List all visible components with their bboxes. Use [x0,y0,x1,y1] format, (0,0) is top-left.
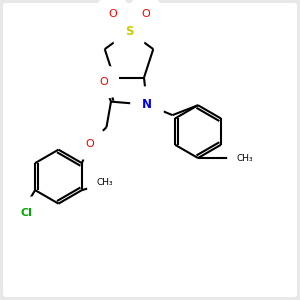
Text: N: N [142,98,152,111]
Text: CH₃: CH₃ [236,154,253,163]
Text: S: S [125,25,133,38]
Text: CH₃: CH₃ [96,178,113,187]
Text: O: O [141,8,150,19]
Text: Cl: Cl [20,208,32,218]
FancyBboxPatch shape [3,3,297,297]
Text: O: O [99,77,108,87]
Text: O: O [108,8,117,19]
Text: O: O [85,139,94,148]
